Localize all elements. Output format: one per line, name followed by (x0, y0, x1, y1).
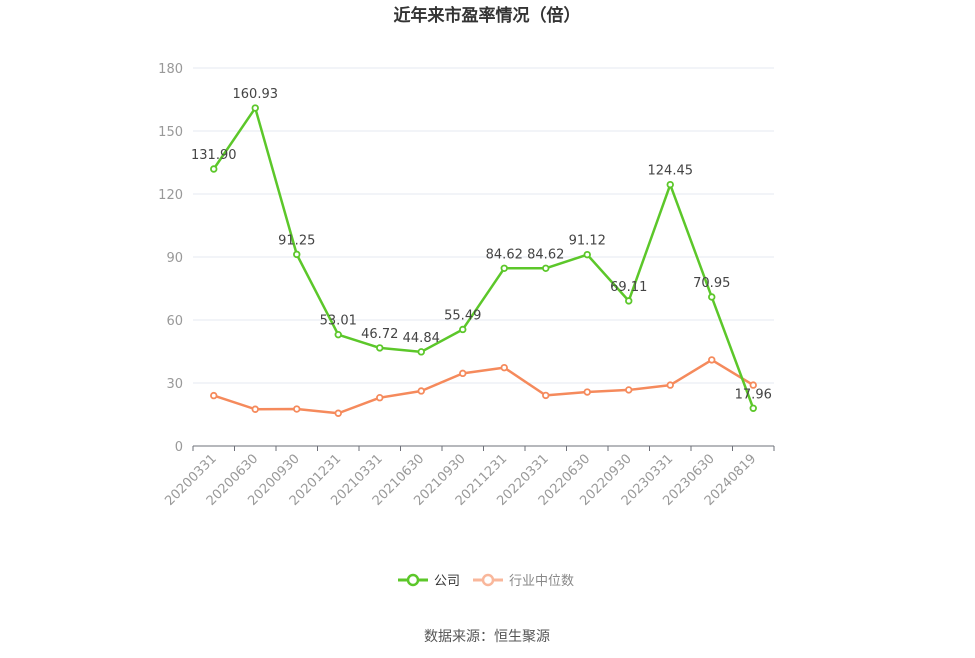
data-point (459, 325, 467, 334)
source-note: 数据来源：恒生聚源 (424, 629, 550, 645)
data-label: 91.25 (278, 233, 315, 248)
data-point (251, 405, 259, 413)
data-label: 131.90 (191, 148, 237, 163)
data-labels: 131.90 160.93 91.25 53.01 46.72 44.84 55.49 84.… (191, 87, 772, 402)
series-line (212, 106, 755, 409)
data-label: 70.95 (693, 276, 730, 291)
data-label: 84.62 (486, 247, 523, 262)
y-tick-label: 90 (166, 251, 183, 266)
data-label: 84.62 (527, 247, 564, 262)
data-point (376, 394, 384, 402)
data-point (625, 297, 633, 305)
data-point (500, 264, 508, 272)
legend-item-company[interactable]: 公司 (398, 573, 460, 589)
data-point (666, 381, 674, 389)
data-point (334, 409, 342, 417)
data-label: 46.72 (361, 327, 398, 342)
data-point (334, 330, 342, 339)
legend-industry-label: 行业中位数 (509, 574, 574, 589)
data-label: 69.11 (610, 280, 647, 295)
y-tick-label: 60 (166, 314, 183, 329)
data-point (625, 386, 633, 394)
data-label: 124.45 (648, 164, 694, 179)
data-label: 160.93 (233, 87, 279, 102)
data-point (749, 404, 757, 412)
data-point (210, 165, 218, 173)
data-point (542, 264, 550, 272)
grid-lines (193, 67, 774, 384)
y-tick-label: 150 (158, 125, 183, 140)
series-line (213, 358, 754, 415)
y-tick-label: 180 (158, 62, 183, 77)
data-point (417, 387, 425, 395)
data-point (251, 104, 259, 112)
y-tick-label: 0 (175, 440, 183, 455)
data-label: 55.49 (444, 308, 481, 323)
data-label: 17.96 (735, 387, 772, 402)
data-point (708, 356, 716, 364)
data-point (210, 391, 218, 400)
chart-title: 近年来市盈率情况（倍） (394, 5, 581, 26)
data-label: 53.01 (320, 314, 357, 329)
data-point (459, 369, 467, 378)
data-point (500, 363, 508, 372)
y-tick-label: 120 (158, 188, 183, 203)
data-point (376, 344, 384, 352)
data-point (708, 293, 716, 301)
data-point (583, 250, 591, 259)
legend-company-label: 公司 (434, 574, 460, 589)
legend: 公司 行业中位数 (398, 573, 574, 589)
data-point (749, 381, 757, 389)
y-tick-label: 30 (166, 377, 183, 392)
data-point (583, 388, 591, 396)
data-point (293, 250, 301, 259)
data-point (666, 180, 674, 189)
data-point (293, 405, 301, 413)
data-label: 91.12 (569, 234, 606, 249)
data-point (542, 391, 550, 400)
series-layer (210, 104, 757, 417)
legend-company-marker (406, 573, 420, 587)
axes: 0306090120150180202003312020063020200930… (158, 62, 775, 509)
legend-industry-marker (481, 573, 495, 587)
data-point (417, 348, 425, 356)
legend-item-industry[interactable]: 行业中位数 (473, 573, 574, 589)
data-label: 44.84 (403, 331, 440, 346)
